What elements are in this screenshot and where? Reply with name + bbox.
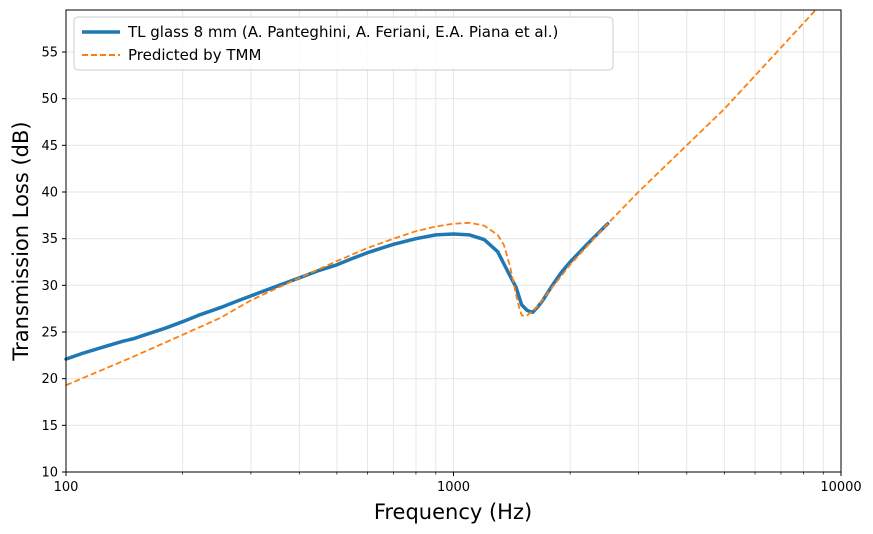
y-tick-label: 15 xyxy=(41,419,58,434)
series-line-predicted xyxy=(65,9,817,387)
y-axis-title: Transmission Loss (dB) xyxy=(9,121,33,361)
legend-label-predicted: Predicted by TMM xyxy=(128,46,261,64)
x-tick-label: 100 xyxy=(54,480,79,495)
legend: TL glass 8 mm (A. Panteghini, A. Feriani… xyxy=(73,16,614,71)
x-axis-title: Frequency (Hz) xyxy=(374,500,532,524)
y-tick-label: 45 xyxy=(41,139,58,154)
grid xyxy=(65,10,842,473)
x-tick-label: 10000 xyxy=(820,480,861,495)
y-tick-label: 35 xyxy=(41,232,58,247)
y-tick-label: 50 xyxy=(41,92,58,107)
y-tick-label: 10 xyxy=(41,466,58,481)
y-tick-label: 30 xyxy=(41,279,58,294)
x-tick-label: 1000 xyxy=(437,480,470,495)
y-tick-label: 55 xyxy=(41,46,58,61)
series-layer xyxy=(64,9,817,387)
legend-box xyxy=(73,16,614,71)
axis-ticks: 10 15 20 25 30 35 40 45 50 55 100 1000 10000 xyxy=(41,46,861,496)
y-tick-label: 25 xyxy=(41,326,58,341)
y-tick-label: 20 xyxy=(41,372,58,387)
y-tick-label: 40 xyxy=(41,186,58,201)
legend-label-measured: TL glass 8 mm (A. Panteghini, A. Feriani… xyxy=(127,23,558,41)
